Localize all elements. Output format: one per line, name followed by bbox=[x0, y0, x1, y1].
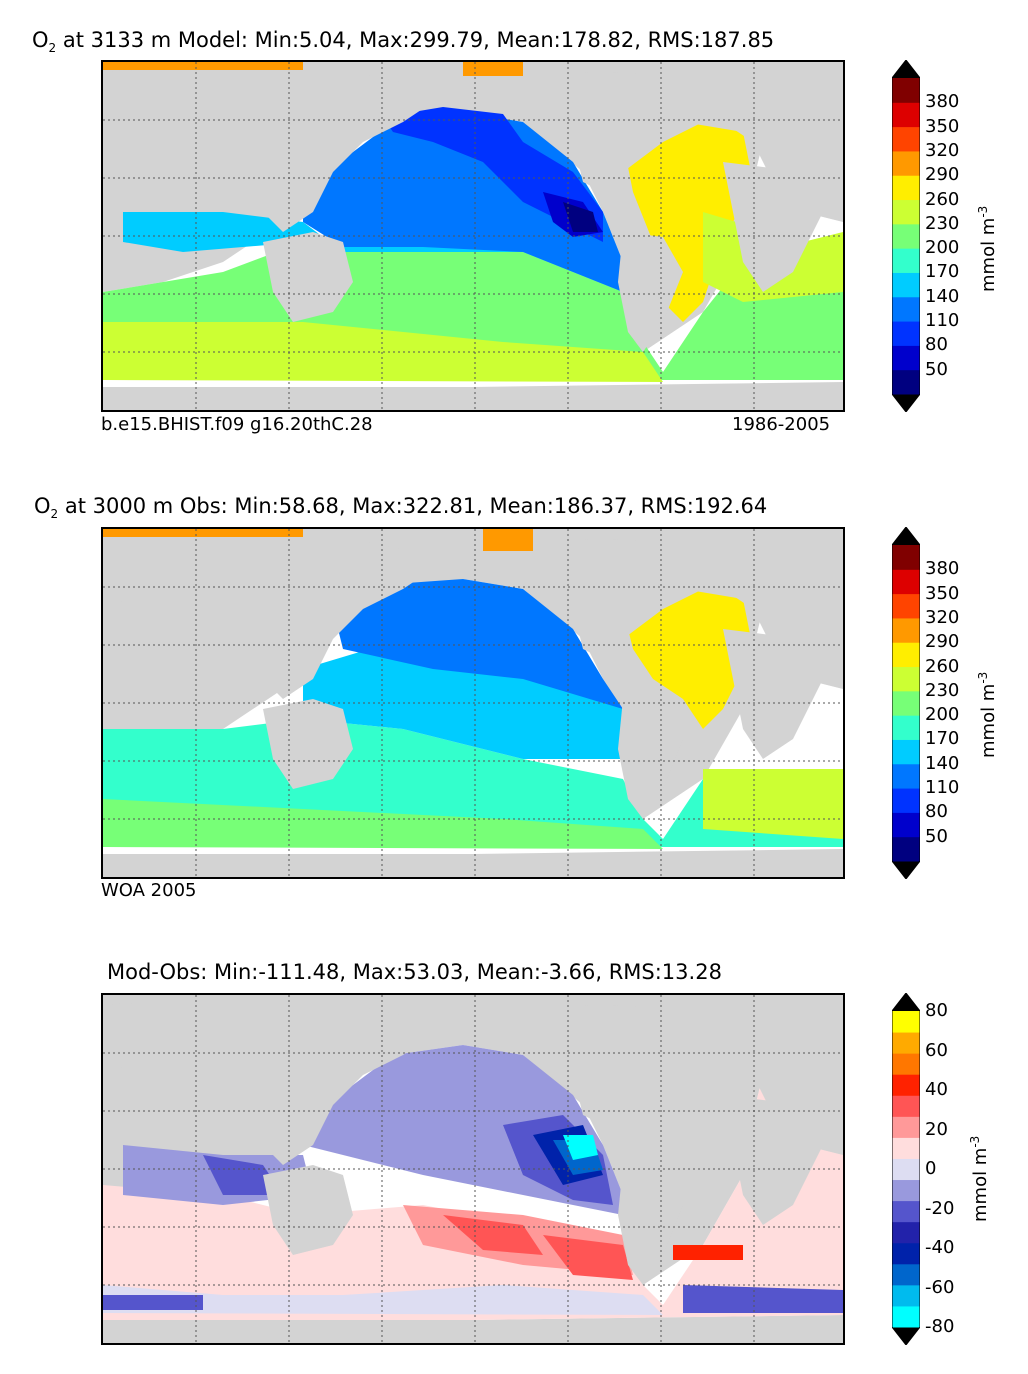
colorbar-tick-label: 80 bbox=[925, 334, 948, 356]
colorbar-tick-label: 80 bbox=[925, 801, 948, 823]
panel1-map bbox=[101, 60, 845, 412]
colorbar-swatch bbox=[892, 1095, 920, 1117]
colorbar-extend-top bbox=[892, 527, 920, 545]
colorbar-tick-label: 200 bbox=[925, 237, 960, 259]
colorbar-tick-label: 260 bbox=[925, 188, 960, 210]
colorbar-swatch bbox=[892, 1179, 920, 1202]
colorbar-swatch bbox=[892, 1221, 920, 1244]
colorbar-tick-label: 40 bbox=[925, 1079, 948, 1100]
colorbar-swatch bbox=[892, 690, 920, 716]
colorbar-tick-label: 350 bbox=[925, 115, 960, 137]
colorbar-swatch bbox=[892, 1074, 920, 1096]
panel3-map bbox=[101, 993, 845, 1345]
colorbar-swatch bbox=[892, 296, 920, 322]
colorbar-tick-label: 290 bbox=[925, 631, 960, 653]
colorbar-extend-bottom bbox=[892, 861, 920, 879]
colorbar-tick-label: 80 bbox=[925, 1000, 948, 1021]
panel2-colorbar-label: mmol m-3 bbox=[976, 671, 999, 758]
colorbar-swatch bbox=[892, 666, 920, 692]
colorbar-swatch bbox=[892, 248, 920, 273]
colorbar-swatch bbox=[892, 569, 920, 595]
colorbar-tick-label: 230 bbox=[925, 679, 960, 701]
colorbar-tick-label: 200 bbox=[925, 704, 960, 726]
colorbar-tick-label: 20 bbox=[925, 1118, 948, 1140]
colorbar-tick-label: 140 bbox=[925, 285, 960, 307]
colorbar-tick-label: 350 bbox=[925, 582, 960, 604]
panel3-title: Mod-Obs: Min:-111.48, Max:53.03, Mean:-3… bbox=[107, 960, 722, 984]
colorbar-swatch bbox=[892, 78, 920, 103]
panel2-colorbar bbox=[891, 526, 921, 880]
colorbar-swatch bbox=[892, 788, 920, 813]
colorbar-swatch bbox=[892, 812, 920, 838]
colorbar-swatch bbox=[892, 1011, 920, 1033]
colorbar-tick-label: 320 bbox=[925, 606, 960, 628]
colorbar-swatch bbox=[892, 175, 920, 201]
panel1-footer-right: 1986-2005 bbox=[732, 414, 831, 435]
colorbar-tick-label: 50 bbox=[925, 358, 948, 380]
colorbar-swatch bbox=[892, 1053, 920, 1075]
colorbar-tick-label: -40 bbox=[925, 1237, 955, 1258]
colorbar-swatch bbox=[892, 199, 920, 225]
colorbar-swatch bbox=[892, 272, 920, 298]
colorbar-tick-label: 110 bbox=[925, 310, 960, 332]
panel3-colorbar-label: mmol m-3 bbox=[968, 1135, 991, 1222]
panel1-footer-left: b.e15.BHIST.f09 g16.20thC.28 bbox=[101, 414, 373, 435]
colorbar-extend-bottom bbox=[892, 1327, 920, 1345]
colorbar-swatch bbox=[892, 1116, 920, 1138]
colorbar-tick-label: -20 bbox=[925, 1197, 955, 1219]
colorbar-swatch bbox=[892, 1158, 920, 1181]
panel2-map bbox=[101, 527, 845, 879]
colorbar-extend-top bbox=[892, 60, 920, 78]
panel1-colorbar bbox=[891, 59, 921, 413]
colorbar-tick-label: 0 bbox=[925, 1158, 937, 1179]
colorbar-swatch bbox=[892, 836, 920, 862]
colorbar-swatch bbox=[892, 545, 920, 570]
colorbar-tick-label: 110 bbox=[925, 777, 960, 799]
colorbar-tick-label: 170 bbox=[925, 261, 960, 283]
colorbar-tick-label: 170 bbox=[925, 728, 960, 750]
panel3-colorbar bbox=[891, 992, 921, 1346]
colorbar-tick-label: 140 bbox=[925, 752, 960, 774]
colorbar-swatch bbox=[892, 642, 920, 668]
colorbar-tick-label: 230 bbox=[925, 212, 960, 234]
colorbar-swatch bbox=[892, 593, 920, 619]
panel2-footer-left: WOA 2005 bbox=[101, 880, 197, 901]
panel2-title: O2 at 3000 m Obs: Min:58.68, Max:322.81,… bbox=[34, 494, 768, 522]
colorbar-swatch bbox=[892, 126, 920, 152]
colorbar-swatch bbox=[892, 1200, 920, 1223]
colorbar-tick-label: 50 bbox=[925, 825, 948, 847]
panel1-colorbar-label: mmol m-3 bbox=[976, 205, 999, 292]
colorbar-swatch bbox=[892, 102, 920, 128]
colorbar-swatch bbox=[892, 763, 920, 789]
colorbar-tick-label: 60 bbox=[925, 1039, 948, 1061]
colorbar-swatch bbox=[892, 739, 920, 765]
colorbar-tick-label: -80 bbox=[925, 1316, 955, 1337]
colorbar-extend-top bbox=[892, 993, 920, 1011]
colorbar-swatch bbox=[892, 150, 920, 176]
colorbar-swatch bbox=[892, 715, 920, 740]
colorbar-swatch bbox=[892, 1032, 920, 1054]
colorbar-tick-label: 320 bbox=[925, 139, 960, 161]
colorbar-tick-label: 260 bbox=[925, 655, 960, 677]
colorbar-tick-label: 290 bbox=[925, 164, 960, 186]
colorbar-swatch bbox=[892, 1242, 920, 1265]
colorbar-swatch bbox=[892, 369, 920, 395]
colorbar-swatch bbox=[892, 1137, 920, 1159]
colorbar-swatch bbox=[892, 1305, 920, 1328]
colorbar-swatch bbox=[892, 321, 920, 346]
colorbar-tick-label: 380 bbox=[925, 558, 960, 580]
colorbar-swatch bbox=[892, 223, 920, 249]
colorbar-extend-bottom bbox=[892, 394, 920, 412]
colorbar-tick-label: -60 bbox=[925, 1276, 955, 1298]
colorbar-swatch bbox=[892, 617, 920, 643]
colorbar-swatch bbox=[892, 1263, 920, 1286]
colorbar-swatch bbox=[892, 1284, 920, 1307]
colorbar-tick-label: 380 bbox=[925, 91, 960, 113]
panel1-title: O2 at 3133 m Model: Min:5.04, Max:299.79… bbox=[32, 28, 775, 56]
colorbar-swatch bbox=[892, 345, 920, 371]
